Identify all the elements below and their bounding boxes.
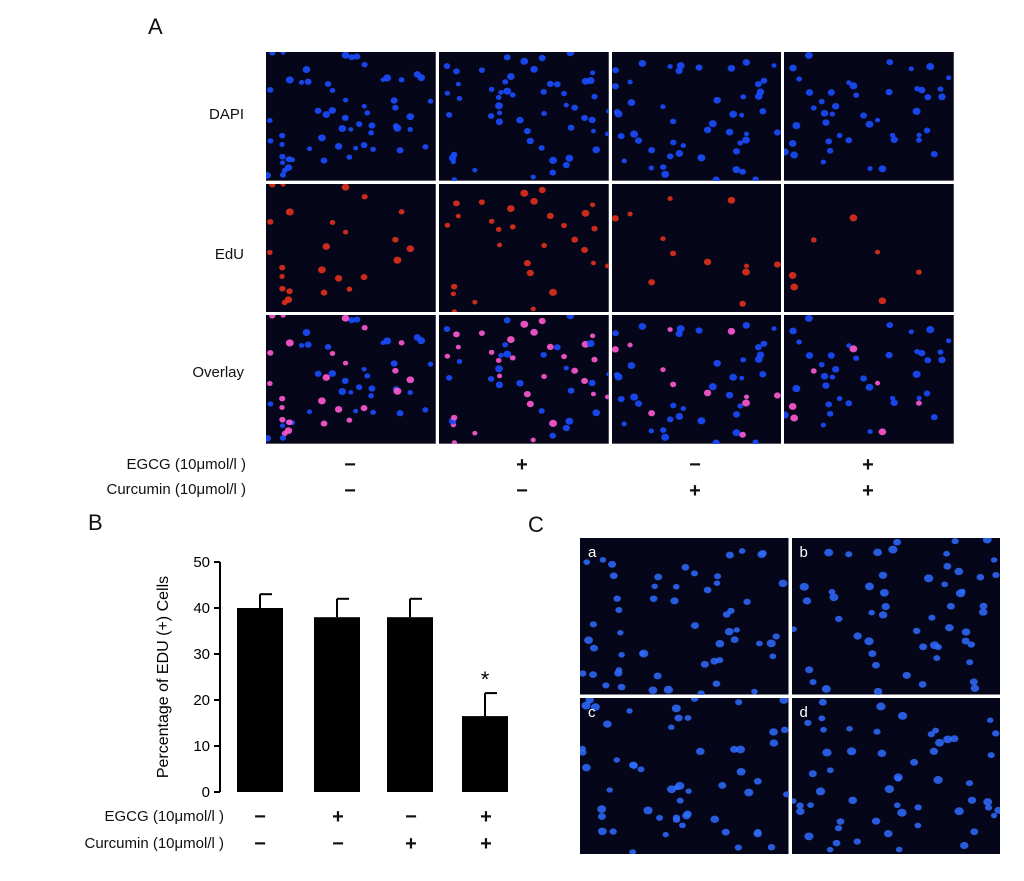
significance-marker: * bbox=[481, 667, 490, 692]
row-label-dapi: DAPI bbox=[208, 106, 244, 123]
y-tick-label: 50 bbox=[193, 554, 210, 571]
micrograph-grid-a bbox=[266, 52, 954, 444]
egcg-sign-a-2: + bbox=[516, 454, 528, 476]
row-label-edu: EdU bbox=[214, 246, 244, 263]
bar-3 bbox=[387, 617, 433, 792]
bar-4 bbox=[462, 716, 508, 792]
panel-c-letter: C bbox=[528, 512, 544, 537]
y-tick-label: 20 bbox=[193, 692, 210, 709]
curcumin-sign-b-2: − bbox=[332, 833, 344, 855]
egcg-sign-b-2: + bbox=[332, 806, 344, 828]
curcumin-sign-b-4: + bbox=[480, 833, 492, 855]
micrograph-dapi-4 bbox=[784, 52, 954, 181]
tile-letter-d: d bbox=[799, 703, 808, 721]
curcumin-sign-a-3: + bbox=[689, 480, 701, 502]
egcg-sign-a-1: − bbox=[344, 454, 356, 476]
micrograph-c-a: a bbox=[580, 538, 789, 695]
egcg-sign-b-1: − bbox=[254, 806, 266, 828]
micrograph-dapi-3 bbox=[611, 52, 782, 181]
curcumin-label-b: Curcumin (10μmol/l ) bbox=[84, 835, 224, 852]
panel-a-letter: A bbox=[148, 14, 163, 39]
curcumin-label-a: Curcumin (10μmol/l ) bbox=[106, 481, 246, 498]
y-tick-label: 30 bbox=[193, 646, 210, 663]
bar-1 bbox=[237, 608, 283, 792]
micrograph-edu-2 bbox=[438, 183, 609, 313]
micrograph-c-c: c bbox=[580, 697, 789, 854]
egcg-sign-b-3: − bbox=[405, 806, 417, 828]
curcumin-sign-b-3: + bbox=[405, 833, 417, 855]
egcg-label-a: EGCG (10μmol/l ) bbox=[126, 456, 247, 473]
curcumin-sign-b-1: − bbox=[254, 833, 266, 855]
panel-b-letter: B bbox=[88, 510, 103, 535]
micrograph-overlay-4 bbox=[784, 315, 954, 444]
micrograph-overlay-2 bbox=[438, 315, 609, 444]
curcumin-sign-a-4: + bbox=[862, 480, 874, 502]
micrograph-overlay-1 bbox=[266, 315, 436, 444]
curcumin-sign-a-2: − bbox=[516, 480, 528, 502]
y-tick-label: 40 bbox=[193, 600, 210, 617]
micrograph-dapi-2 bbox=[438, 52, 609, 181]
micrograph-c-b: b bbox=[791, 538, 1000, 695]
egcg-sign-b-4: + bbox=[480, 806, 492, 828]
edu-bar-chart: 0 10 20 30 40 50 Percentage of EDU (+) Cells * bbox=[155, 554, 508, 801]
curcumin-sign-a-1: − bbox=[344, 480, 356, 502]
micrograph-grid-c: a b c d bbox=[580, 538, 1000, 854]
egcg-sign-a-3: − bbox=[689, 454, 701, 476]
micrograph-c-d: d bbox=[791, 697, 1000, 854]
bar-2 bbox=[314, 617, 360, 792]
micrograph-dapi-1 bbox=[266, 52, 436, 181]
tile-letter-b: b bbox=[799, 544, 808, 561]
micrograph-edu-3 bbox=[611, 183, 782, 313]
micrograph-edu-4 bbox=[784, 183, 954, 313]
egcg-label-b: EGCG (10μmol/l ) bbox=[104, 808, 225, 825]
egcg-sign-a-4: + bbox=[862, 454, 874, 476]
y-tick-label: 10 bbox=[193, 738, 210, 755]
y-tick-label: 0 bbox=[202, 784, 210, 801]
micrograph-edu-1 bbox=[266, 183, 436, 313]
tile-letter-c: c bbox=[588, 703, 596, 721]
row-label-overlay: Overlay bbox=[192, 364, 244, 381]
tile-letter-a: a bbox=[588, 544, 597, 561]
y-axis-label: Percentage of EDU (+) Cells bbox=[155, 576, 172, 778]
micrograph-overlay-3 bbox=[611, 315, 782, 444]
